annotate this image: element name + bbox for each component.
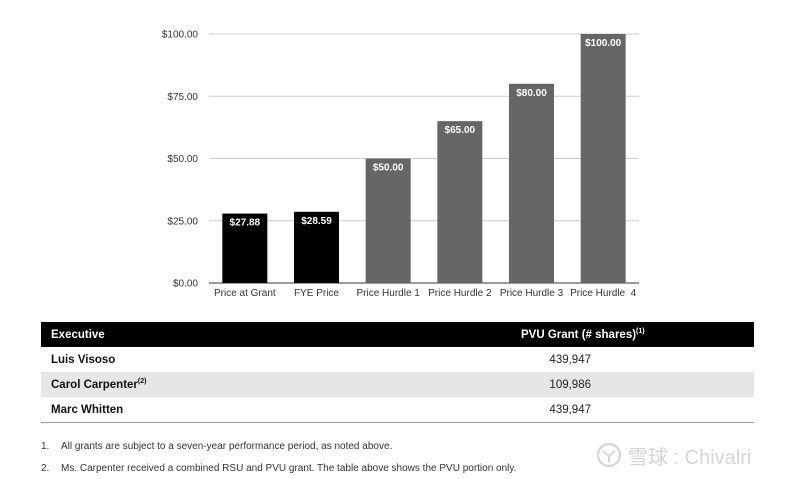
footnote-ref: (2) (137, 378, 147, 385)
grant-shares: 439,947 (521, 347, 754, 372)
bar (222, 213, 268, 283)
data-label: $27.88 (230, 218, 261, 229)
footnote-ref: (1) (636, 328, 645, 335)
data-label: $28.59 (301, 216, 332, 227)
x-tick-label: Price Hurdle 1 (356, 288, 420, 299)
y-tick-label: $25.00 (167, 216, 198, 227)
footnote-text: All grants are subject to a seven-year p… (61, 440, 393, 452)
footnote-text: Ms. Carpenter received a combined RSU an… (61, 462, 517, 474)
data-label: $65.00 (445, 125, 476, 136)
executive-name-text: Luis Visoso (51, 354, 116, 366)
header-pvu-grant-label: PVU Grant (# shares) (521, 329, 637, 341)
data-label: $50.00 (373, 163, 404, 174)
table-header-row: Executive PVU Grant (# shares)(1) (41, 322, 754, 347)
header-executive: Executive (41, 322, 521, 347)
grant-shares-value: 439,947 (549, 353, 591, 366)
bar (437, 121, 483, 284)
executive-name: Carol Carpenter(2) (41, 372, 521, 397)
y-tick-label: $75.00 (167, 92, 198, 103)
executive-name: Marc Whitten (41, 397, 521, 423)
y-tick-label: $50.00 (167, 154, 198, 165)
pvu-grant-table: Executive PVU Grant (# shares)(1) Luis V… (41, 322, 754, 423)
snowball-logo-icon (596, 442, 622, 468)
executive-name: Luis Visoso (41, 347, 521, 372)
x-tick-label: Price Hurdle 4 (570, 288, 637, 299)
footnote-number: 2. (41, 462, 50, 474)
y-tick-label: $0.00 (173, 279, 198, 290)
header-pvu-grant: PVU Grant (# shares)(1) (521, 322, 754, 347)
table-row: Marc Whitten 439,947 (41, 397, 754, 423)
x-tick-label: Price at Grant (214, 288, 276, 299)
executive-name-text: Marc Whitten (51, 404, 124, 416)
bar (580, 34, 626, 283)
bar (509, 83, 554, 283)
x-axis-ticks: Price at Grant FYE Price Price Hurdle 1 Pri… (214, 288, 637, 299)
bar-chart: $0.00 $25.00 $50.00 $75.00 $100.00 $27.88 $28… (162, 30, 639, 299)
footnote-item: 2. Ms. Carpenter received a combined RSU… (41, 457, 516, 479)
bar (365, 158, 411, 283)
x-tick-label: Price Hurdle 2 (428, 288, 492, 299)
y-axis-ticks: $0.00 $25.00 $50.00 $75.00 $100.00 (162, 30, 199, 290)
x-tick-label: FYE Price (294, 288, 339, 299)
data-label: $80.00 (516, 88, 547, 99)
y-tick-label: $100.00 (162, 30, 199, 41)
grant-shares-value: 109,986 (549, 378, 591, 391)
grant-shares: 109,986 (521, 372, 754, 397)
watermark: 雪球 : Chivalri (596, 441, 751, 469)
footnote-number: 1. (41, 440, 50, 452)
pvu-grant-table-container: Executive PVU Grant (# shares)(1) Luis V… (41, 322, 754, 423)
bar (294, 211, 339, 283)
gridlines (209, 33, 639, 284)
x-tick-label: Price Hurdle 3 (500, 288, 564, 299)
footnote-item: 1. All grants are subject to a seven-yea… (41, 435, 516, 457)
data-label: $100.00 (585, 38, 622, 49)
watermark-text: 雪球 : Chivalri (628, 446, 752, 469)
executive-name-text: Carol Carpenter (51, 379, 138, 391)
grant-shares-value: 439,947 (549, 403, 591, 416)
bars: $27.88 $28.59 $50.00 $65.00 $80.00 $100.00 (222, 34, 626, 284)
footnotes: 1. All grants are subject to a seven-yea… (41, 435, 516, 479)
table-row: Luis Visoso 439,947 (41, 347, 754, 372)
table-row: Carol Carpenter(2) 109,986 (41, 372, 754, 397)
grant-shares: 439,947 (521, 397, 754, 423)
